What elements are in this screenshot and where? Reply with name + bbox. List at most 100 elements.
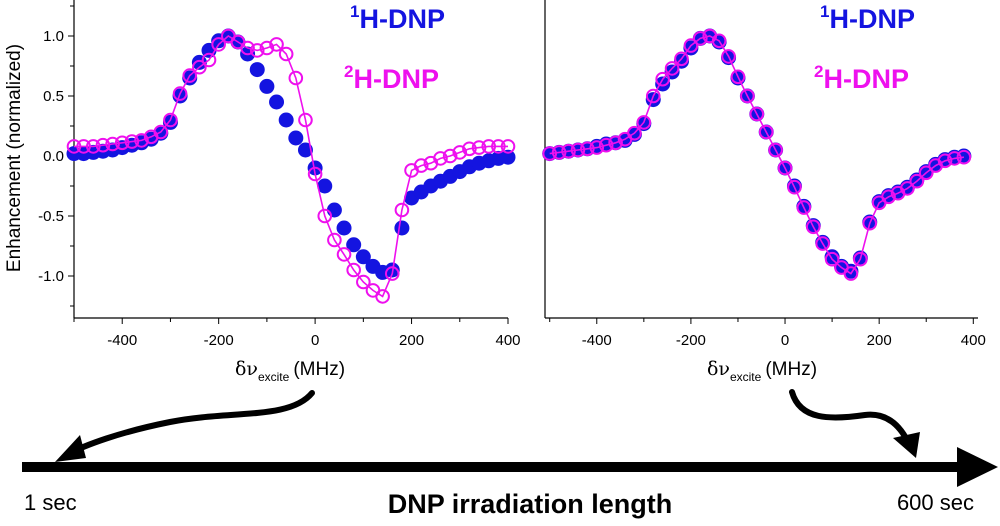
data-point (163, 112, 178, 128)
data-point (326, 202, 342, 218)
data-point (124, 134, 140, 149)
y-tick-label: -0.5 (38, 208, 64, 225)
data-point (627, 125, 642, 141)
data-point (570, 142, 586, 158)
x-tick-label: 400 (961, 332, 986, 349)
legend-1h-text-right: H-DNP (829, 4, 915, 34)
data-point (711, 33, 727, 49)
data-point (346, 237, 362, 253)
data-point (740, 88, 755, 104)
data-point (542, 146, 558, 161)
data-point (433, 151, 448, 166)
data-point (442, 148, 458, 164)
data-point (384, 266, 400, 281)
data-point (645, 92, 661, 108)
legend-2h-superscript-right: 2 (814, 62, 823, 81)
y-tick-label: 0.0 (43, 148, 64, 165)
data-point (356, 274, 371, 290)
data-point (777, 160, 793, 176)
legend-1h-text: H-DNP (359, 4, 445, 34)
data-point (66, 139, 82, 154)
data-point (249, 43, 265, 58)
y-tick-label: -1.0 (38, 268, 64, 285)
data-point (721, 49, 736, 64)
left-plot: -400 -200 0 200 400 -1.0 -0.5 0.0 0.5 1.0 1H-DNP … (38, 0, 521, 384)
data-point (278, 46, 294, 62)
data-point (298, 112, 313, 128)
data-point (500, 139, 516, 154)
y-tick-label: 1.0 (43, 28, 64, 45)
data-point (297, 142, 313, 158)
data-point (693, 31, 708, 46)
arrowhead-right (893, 432, 920, 458)
x-tick-label: 400 (495, 332, 520, 349)
data-point (114, 135, 130, 151)
data-point (288, 130, 304, 146)
data-point (317, 208, 333, 224)
data-point (853, 251, 868, 267)
legend-1h-superscript-right: 1 (820, 2, 829, 21)
legend-2h-dnp: 2H-DNP (344, 62, 439, 94)
data-point (76, 139, 91, 154)
curved-arrow-left (55, 390, 315, 462)
series-2h-dnp (542, 28, 972, 281)
data-point (664, 61, 680, 76)
right-x-unit: (MHz) (765, 359, 817, 380)
data-point (346, 262, 361, 278)
data-point (481, 139, 497, 154)
left-plot-axes: -400 -200 0 200 400 -1.0 -0.5 0.0 0.5 1.0 (38, 0, 521, 349)
right-x-subscript: excite (730, 370, 762, 384)
data-point (805, 219, 821, 235)
data-point (317, 178, 333, 194)
right-x-delta-nu: δν (707, 358, 730, 380)
arrowhead-left (55, 435, 86, 462)
data-point (134, 133, 149, 148)
data-point (937, 153, 953, 169)
left-plot-legend: 1H-DNP 2H-DNP (344, 2, 445, 94)
left-x-subscript: excite (258, 370, 290, 384)
legend-2h-dnp-right: 2H-DNP (814, 62, 909, 94)
data-point (288, 70, 304, 86)
data-point (674, 51, 689, 67)
data-point (172, 86, 188, 101)
curved-arrow-right (789, 389, 920, 458)
left-x-unit: (MHz) (293, 359, 345, 380)
data-point (881, 189, 896, 205)
data-point (278, 112, 294, 128)
legend-2h-text: H-DNP (353, 64, 439, 94)
data-point (598, 137, 614, 153)
timeline-arrowhead (957, 447, 998, 487)
data-point (655, 71, 670, 87)
data-point (655, 76, 671, 92)
x-tick-label: -200 (676, 332, 706, 349)
x-tick-label: 0 (311, 332, 319, 349)
data-point (240, 40, 255, 56)
data-point (900, 181, 915, 196)
data-point (589, 140, 605, 155)
data-point (413, 158, 429, 173)
data-point (307, 166, 323, 182)
data-point (796, 200, 812, 215)
data-point (551, 145, 567, 160)
data-point (787, 179, 802, 195)
data-point (824, 251, 840, 267)
data-point (843, 266, 859, 281)
right-plot-axes: -400 -200 0 200 400 (544, 0, 986, 349)
data-point (645, 88, 661, 104)
data-point (394, 220, 410, 236)
series-2h-dnp (66, 28, 516, 304)
data-point (259, 40, 275, 56)
data-point (580, 141, 595, 157)
data-point (749, 106, 765, 122)
data-point (500, 149, 516, 165)
data-point (153, 124, 169, 140)
timeline-title: DNP irradiation length (388, 489, 673, 519)
data-point (182, 68, 198, 83)
data-point (636, 115, 652, 130)
data-point (269, 37, 284, 52)
data-point (491, 139, 506, 154)
data-point (105, 136, 120, 152)
data-point (815, 236, 830, 251)
data-point (192, 59, 207, 75)
